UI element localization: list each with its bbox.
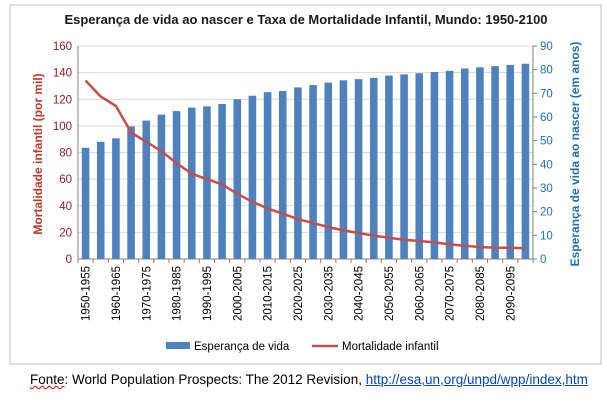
x-tick-label: 2020-2025 [293, 266, 305, 321]
left-axis-label: Mortalidade infantil (por mil) [31, 73, 45, 234]
bar [324, 82, 333, 259]
left-tick-label: 40 [59, 201, 72, 213]
bar [369, 77, 378, 259]
x-tick-label: 2030-2035 [323, 266, 335, 321]
bar [506, 64, 515, 259]
left-tick-label: 0 [66, 254, 72, 266]
bar [263, 92, 272, 260]
bar [248, 95, 257, 259]
x-tick-label: 2000-2005 [232, 266, 244, 321]
right-tick-label: 90 [540, 41, 553, 53]
bar [400, 74, 408, 260]
x-tick-label: 1970-1975 [141, 266, 153, 321]
right-tick-label: 30 [540, 183, 553, 195]
x-tick-label: 2090-2095 [505, 266, 517, 321]
bar [430, 72, 439, 260]
legend-bar-swatch [166, 342, 190, 349]
chart-border [9, 4, 602, 365]
bar [415, 73, 424, 259]
left-tick-label: 80 [59, 148, 72, 160]
left-tick-label: 60 [59, 174, 72, 186]
bar [142, 120, 151, 259]
bar [294, 87, 302, 260]
bar [460, 68, 469, 259]
x-tick-label: 2060-2065 [414, 266, 426, 321]
x-tick-label: 1990-1995 [202, 266, 214, 321]
source-note: Fonte: World Population Prospects: The 2… [30, 372, 588, 387]
axes: 0 20 40 60 80 100 120 140 160 0 10 20 30 40 50 60 70 80 90… [53, 41, 553, 321]
right-tick-label: 60 [540, 112, 553, 124]
bar [354, 79, 363, 259]
right-tick-label: 80 [540, 65, 553, 77]
bar [385, 75, 393, 259]
bar-series-esperanca [81, 63, 530, 260]
left-tick-label: 20 [59, 227, 72, 239]
mortality-line [84, 79, 526, 250]
bar [157, 114, 166, 259]
bar [476, 67, 484, 259]
x-tick-label: 2070-2075 [445, 266, 457, 321]
bar [278, 90, 287, 259]
right-tick-label: 10 [540, 230, 553, 242]
source-link[interactable]: http://esa,un,org/unpd/wpp/index,htm [365, 372, 588, 387]
chart-title: Esperança de vida ao nascer e Taxa de Mo… [64, 12, 547, 27]
right-axis-label: Esperança de vida ao nascer (em anos) [568, 42, 582, 267]
bar [96, 141, 105, 259]
bar [339, 80, 348, 259]
bar [172, 111, 181, 259]
bar [81, 147, 90, 259]
right-tick-label: 20 [540, 207, 553, 219]
x-tick-label: 2080-2085 [475, 266, 487, 321]
x-tick-label: 1950-1955 [81, 266, 93, 321]
bar [218, 103, 226, 259]
bar [521, 63, 530, 259]
x-tick-label: 2010-2015 [263, 266, 275, 321]
bar [491, 66, 499, 259]
right-tick-label: 50 [540, 136, 553, 148]
right-tick-label: 70 [540, 88, 553, 100]
bar [445, 70, 454, 259]
bar [127, 126, 135, 259]
x-tick-label: 2040-2045 [354, 266, 366, 321]
right-tick-label: 0 [540, 254, 546, 266]
x-tick-label: 1980-1985 [172, 266, 184, 321]
x-tick-label: 2050-2055 [384, 266, 396, 321]
legend-label-mortalidade: Mortalidade infantil [342, 341, 439, 353]
source-prefix: Fonte [30, 372, 65, 387]
left-tick-label: 100 [53, 121, 72, 133]
bar [112, 138, 120, 259]
bar [233, 99, 242, 259]
right-tick-label: 40 [540, 159, 553, 171]
bar [309, 85, 317, 259]
line-series-mortalidade [84, 79, 526, 250]
left-tick-label: 140 [53, 68, 72, 80]
source-text: : World Population Prospects: The 2012 R… [64, 372, 366, 387]
legend-label-esperanca: Esperança de vida [194, 341, 290, 353]
bar [203, 106, 211, 259]
left-tick-label: 160 [53, 41, 72, 53]
left-tick-label: 120 [53, 94, 72, 106]
x-tick-label: 1960-1965 [111, 266, 123, 321]
legend: Esperança de vida Mortalidade infantil [166, 341, 439, 353]
bar [187, 107, 196, 260]
